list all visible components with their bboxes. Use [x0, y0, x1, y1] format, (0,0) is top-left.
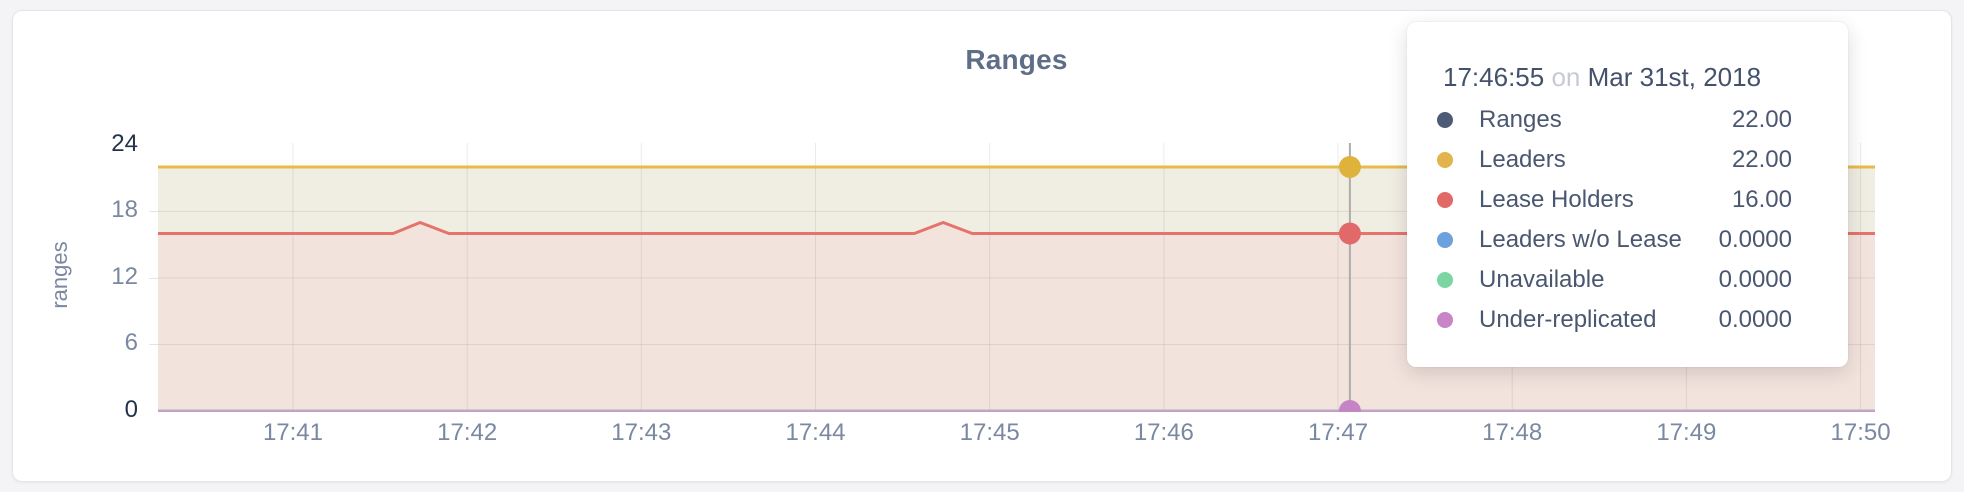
x-axis-tick-label: 17:41: [262, 419, 323, 446]
y-axis-tick-label: 24: [111, 129, 138, 157]
series-name: Under-replicated: [1479, 306, 1657, 333]
tooltip-time: 17:46:55: [1443, 62, 1545, 92]
series-value: 0.0000: [1718, 266, 1792, 293]
chart-title: Ranges: [965, 44, 1068, 75]
x-axis-tick-label: 17:50: [1830, 419, 1891, 446]
tooltip-series-row: Leaders w/o Lease 0.0000: [1407, 220, 1848, 260]
series-name: Unavailable: [1479, 266, 1605, 293]
tooltip-series-row: Under-replicated 0.0000: [1407, 300, 1848, 340]
tooltip-header: 17:46:55 on Mar 31st, 2018: [1443, 62, 1812, 92]
x-axis-tick-label: 17:43: [611, 419, 672, 446]
tooltip-rows: Ranges 22.00 Leaders 22.00 Lease Holders 16.0…: [1407, 100, 1848, 340]
x-axis-tick-label: 17:49: [1656, 419, 1717, 446]
chart-tooltip: 17:46:55 on Mar 31st, 2018 Ranges 22.00 Le…: [1407, 22, 1848, 367]
series-value: 0.0000: [1718, 226, 1792, 253]
series-color-dot: [1437, 112, 1453, 128]
series-name: Ranges: [1479, 106, 1562, 133]
series-color-dot: [1437, 152, 1453, 168]
series-value: 16.00: [1731, 186, 1792, 213]
x-axis-tick-label: 17:47: [1307, 419, 1369, 446]
series-color-dot: [1437, 232, 1453, 248]
tooltip-date: Mar 31st, 2018: [1587, 62, 1762, 92]
y-axis-tick-mark: [149, 277, 158, 279]
crosshair-dot: [1338, 222, 1361, 245]
series-color-dot: [1437, 192, 1453, 208]
crosshair-dot: [1338, 156, 1361, 178]
y-axis-tick-mark: [149, 211, 158, 213]
x-axis-tick-label: 17:42: [437, 419, 498, 446]
y-axis-tick-label: 0: [124, 396, 138, 423]
y-axis-tick-mark: [149, 344, 158, 346]
tooltip-series-row: Ranges 22.00: [1407, 100, 1848, 140]
series-value: 22.00: [1731, 146, 1792, 173]
tooltip-series-row: Unavailable 0.0000: [1407, 260, 1848, 300]
series-color-dot: [1437, 272, 1453, 288]
y-axis-tick-label: 6: [124, 329, 138, 357]
series-value: 0.0000: [1718, 306, 1792, 333]
x-axis-tick-label: 17:44: [785, 419, 846, 446]
y-axis-tick-label: 12: [111, 262, 138, 290]
tooltip-series-row: Leaders 22.00: [1407, 140, 1848, 180]
series-color-dot: [1437, 312, 1453, 328]
x-axis-tick-label: 17:46: [1133, 419, 1194, 446]
series-name: Leaders w/o Lease: [1479, 226, 1682, 253]
series-line-lease-holders: [158, 221, 1875, 235]
series-value: 22.00: [1731, 106, 1792, 133]
y-axis-tick-label: 18: [111, 196, 138, 224]
x-axis-tick-label: 17:45: [959, 419, 1020, 446]
series-name: Leaders: [1479, 146, 1566, 173]
tooltip-series-row: Lease Holders 16.00: [1407, 180, 1848, 220]
x-axis-tick-label: 17:48: [1482, 419, 1543, 446]
tooltip-conjunction: on: [1551, 62, 1581, 92]
series-name: Lease Holders: [1479, 186, 1634, 213]
